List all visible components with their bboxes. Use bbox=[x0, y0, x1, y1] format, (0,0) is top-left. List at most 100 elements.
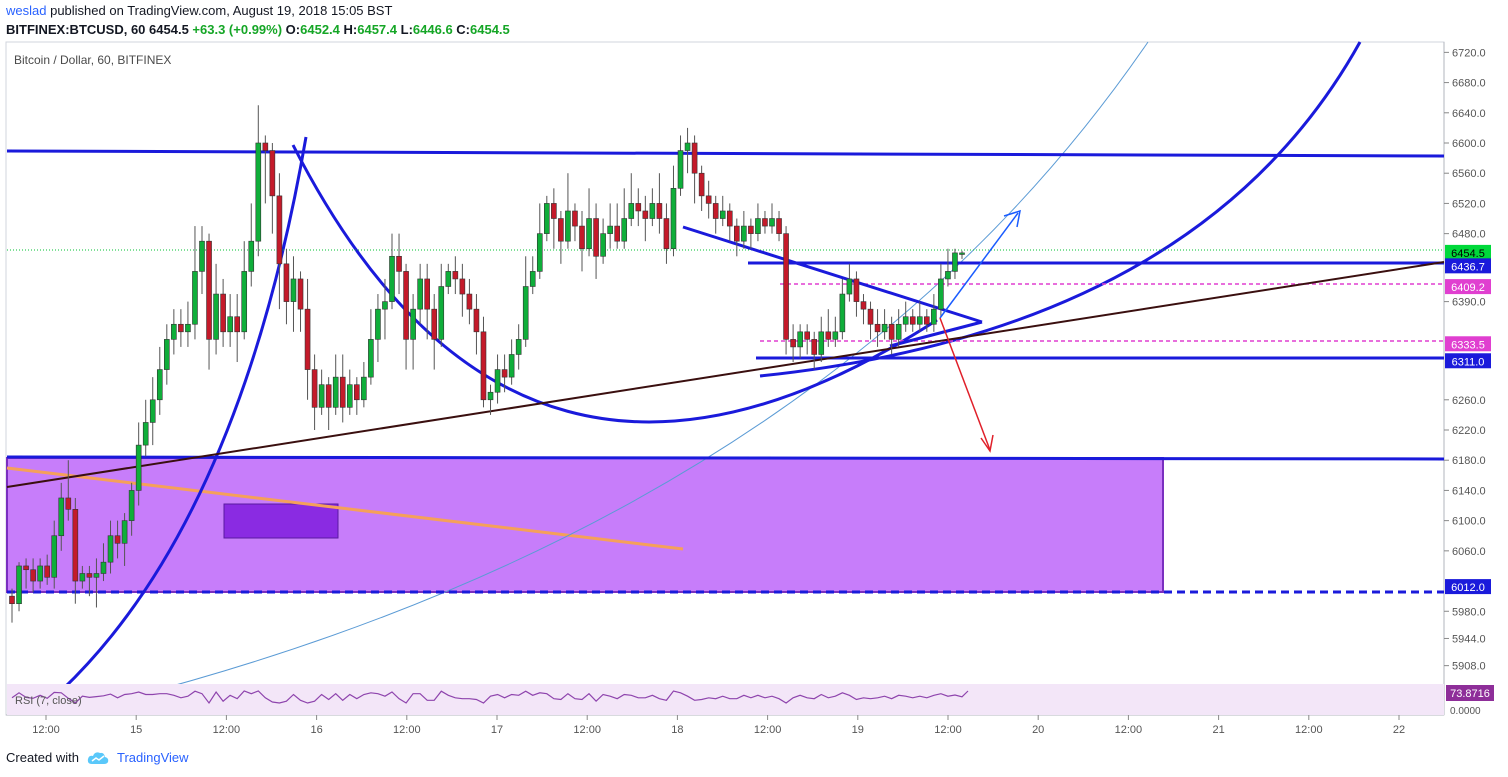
price-tick-label: 5980.0 bbox=[1452, 606, 1486, 618]
candle bbox=[396, 255, 402, 272]
candle bbox=[79, 573, 86, 582]
small-box[interactable] bbox=[223, 503, 339, 539]
candle bbox=[593, 218, 599, 257]
candle bbox=[755, 218, 761, 234]
candle bbox=[494, 369, 501, 393]
close-value: 6454.5 bbox=[470, 22, 510, 37]
candle bbox=[959, 252, 965, 255]
price-tick-label: 6680.0 bbox=[1452, 78, 1486, 90]
candle bbox=[558, 218, 564, 242]
candle bbox=[93, 573, 100, 578]
candle bbox=[649, 203, 656, 219]
chart-title: Bitcoin / Dollar, 60, BITFINEX bbox=[14, 53, 171, 67]
candle bbox=[867, 308, 874, 325]
price-tick-label: 6220.0 bbox=[1452, 425, 1486, 437]
candle bbox=[642, 210, 649, 219]
published-text: published on TradingView.com, August 19,… bbox=[50, 3, 393, 18]
chart-frame bbox=[5, 41, 1445, 716]
candle bbox=[945, 271, 951, 280]
bowl-arc bbox=[291, 144, 938, 424]
candle bbox=[290, 278, 297, 302]
price-chart[interactable]: Bitcoin / Dollar, 60, BITFINEX 6720.0 668… bbox=[0, 40, 1508, 745]
price-label-badge bbox=[1445, 353, 1491, 369]
candle bbox=[656, 203, 663, 219]
time-tick-label: 22 bbox=[1393, 724, 1405, 736]
price-tick-label: 6260.0 bbox=[1452, 395, 1486, 407]
candle bbox=[705, 195, 712, 204]
candle bbox=[783, 233, 789, 340]
author-link[interactable]: weslad bbox=[6, 3, 47, 18]
candle bbox=[621, 218, 628, 242]
candle bbox=[156, 369, 163, 401]
candle bbox=[776, 218, 782, 234]
time-tick-label: 12:00 bbox=[573, 724, 601, 736]
candle bbox=[726, 210, 733, 227]
price-label-text: 6333.5 bbox=[1451, 339, 1485, 351]
time-tick-label: 12:00 bbox=[1295, 724, 1323, 736]
candle bbox=[171, 323, 177, 340]
rsi-value: 73.8716 bbox=[1450, 688, 1490, 700]
triangle-lower bbox=[889, 320, 983, 348]
candle bbox=[895, 323, 902, 340]
price-tick-label: 6060.0 bbox=[1452, 546, 1486, 558]
tradingview-cloud-icon bbox=[87, 751, 109, 764]
candle bbox=[473, 308, 480, 333]
thin-parabola bbox=[119, 41, 1149, 701]
price-label-text: 6436.7 bbox=[1451, 261, 1485, 273]
candle bbox=[354, 384, 360, 401]
candle bbox=[262, 142, 269, 151]
candle bbox=[128, 490, 135, 521]
candle bbox=[283, 263, 290, 302]
time-tick-label: 12:00 bbox=[1115, 724, 1143, 736]
price-axis: 6720.0 6680.0 6640.0 6600.0 6560.0 6520.0 6480… bbox=[1444, 47, 1486, 673]
candle bbox=[818, 331, 825, 355]
candle bbox=[804, 331, 810, 340]
candle bbox=[924, 316, 930, 325]
resistance-top bbox=[6, 149, 1445, 158]
candle bbox=[206, 240, 212, 340]
price-tick-label: 6390.0 bbox=[1452, 297, 1486, 309]
candle bbox=[487, 391, 494, 401]
candle bbox=[325, 384, 332, 408]
candle bbox=[269, 150, 276, 197]
price-label-badge bbox=[1445, 244, 1491, 260]
time-axis: 12:00 15 12:00 16 12:00 17 12:00 18 12:00 19 12:00… bbox=[32, 715, 1405, 736]
candle bbox=[445, 271, 452, 287]
candle bbox=[58, 497, 65, 537]
low-value: 6446.6 bbox=[412, 22, 453, 37]
candle bbox=[255, 142, 262, 242]
candle bbox=[931, 308, 937, 325]
demand-zone[interactable] bbox=[6, 457, 1164, 593]
candle bbox=[515, 339, 522, 355]
tradingview-link[interactable]: TradingView bbox=[116, 750, 189, 765]
candle bbox=[881, 323, 888, 333]
candle bbox=[888, 323, 895, 340]
candle bbox=[691, 142, 698, 174]
candle bbox=[375, 308, 381, 340]
candle bbox=[382, 301, 388, 310]
candle bbox=[769, 218, 775, 227]
candle bbox=[586, 218, 592, 250]
candle bbox=[762, 218, 768, 227]
candle bbox=[635, 203, 642, 212]
candle bbox=[135, 444, 142, 491]
candle bbox=[114, 535, 121, 544]
candle bbox=[734, 225, 740, 242]
price-tick-label: 6720.0 bbox=[1452, 47, 1486, 59]
candle bbox=[952, 252, 958, 272]
footer: Created with TradingView bbox=[6, 750, 189, 765]
candle bbox=[874, 323, 881, 333]
time-tick-label: 19 bbox=[852, 724, 864, 736]
candle bbox=[23, 565, 29, 571]
price-tick-label: 6140.0 bbox=[1452, 485, 1486, 497]
candle bbox=[37, 565, 43, 582]
candle bbox=[466, 293, 473, 310]
candle bbox=[536, 233, 543, 272]
candle bbox=[30, 569, 36, 582]
candle bbox=[719, 210, 726, 219]
rsi-line bbox=[11, 690, 969, 705]
candle bbox=[361, 376, 367, 401]
last-price: 6454.5 bbox=[149, 22, 189, 37]
price-tick-label: 6520.0 bbox=[1452, 198, 1486, 210]
candle bbox=[164, 339, 170, 370]
